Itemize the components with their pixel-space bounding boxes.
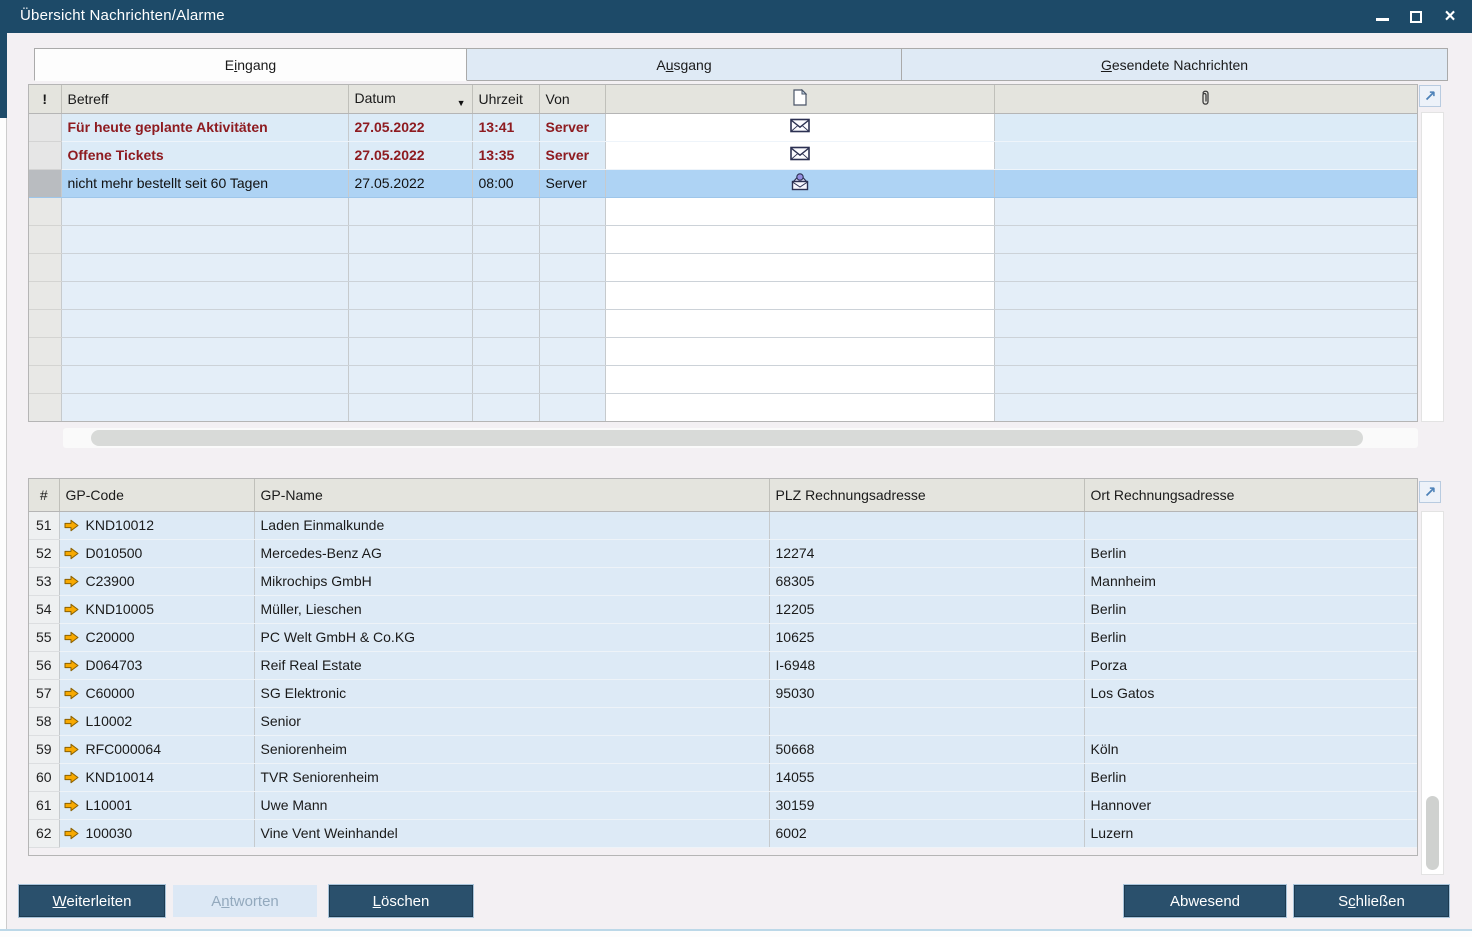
empty-message-row — [29, 365, 1417, 393]
window-title: Übersicht Nachrichten/Alarme — [20, 7, 225, 24]
gp-code-column-header[interactable]: GP-Code — [59, 479, 254, 511]
link-arrow-icon[interactable] — [64, 603, 79, 616]
partner-row[interactable]: 60 KND10014 TVR Seniorenheim 14055 Berli… — [29, 763, 1417, 791]
forward-button[interactable]: Weiterleiten — [19, 885, 165, 917]
close-window-button[interactable]: Schließen — [1294, 885, 1449, 917]
document-icon — [793, 93, 807, 109]
closed-envelope-icon — [790, 120, 810, 136]
message-row-selected[interactable]: nicht mehr bestellt seit 60 Tagen 27.05.… — [29, 169, 1417, 197]
minimize-button[interactable] — [1374, 9, 1390, 25]
subject-column-header[interactable]: Betreff — [61, 85, 348, 113]
priority-column-header[interactable]: ! — [29, 85, 61, 113]
link-arrow-icon[interactable] — [64, 575, 79, 588]
gp-name-column-header[interactable]: GP-Name — [254, 479, 769, 511]
partner-row[interactable]: 61 L10001 Uwe Mann 30159 Hannover — [29, 791, 1417, 819]
attachment-column-header[interactable] — [994, 85, 1417, 113]
from-column-header[interactable]: Von — [539, 85, 605, 113]
partner-row[interactable]: 55 C20000 PC Welt GmbH & Co.KG 10625 Ber… — [29, 623, 1417, 651]
titlebar: Übersicht Nachrichten/Alarme × — [0, 0, 1472, 33]
window-controls: × — [1374, 0, 1458, 33]
message-row[interactable]: Offene Tickets 27.05.2022 13:35 Server — [29, 141, 1417, 169]
row-number-column-header[interactable]: # — [29, 479, 59, 511]
closed-envelope-icon — [790, 148, 810, 164]
link-arrow-icon[interactable] — [64, 743, 79, 756]
empty-message-row — [29, 225, 1417, 253]
document-column-header[interactable] — [605, 85, 994, 113]
partner-row[interactable]: 52 D010500 Mercedes-Benz AG 12274 Berlin — [29, 539, 1417, 567]
window-left-border — [0, 33, 7, 118]
partner-row[interactable]: 53 C23900 Mikrochips GmbH 68305 Mannheim — [29, 567, 1417, 595]
partners-header-row: # GP-Code GP-Name PLZ Rechnungsadresse O… — [29, 479, 1417, 511]
tab-bar: Eingang Ausgang Gesendete Nachrichten — [34, 48, 1448, 81]
paperclip-icon — [1201, 93, 1210, 109]
window-bottom-border — [0, 929, 1472, 937]
delete-button[interactable]: Löschen — [329, 885, 473, 917]
empty-message-row — [29, 337, 1417, 365]
plz-column-header[interactable]: PLZ Rechnungsadresse — [769, 479, 1084, 511]
partners-table: # GP-Code GP-Name PLZ Rechnungsadresse O… — [28, 478, 1418, 856]
horizontal-scrollbar-thumb[interactable] — [91, 430, 1363, 446]
open-envelope-icon — [790, 178, 810, 194]
link-arrow-icon[interactable] — [64, 547, 79, 560]
empty-message-row — [29, 309, 1417, 337]
partner-row[interactable]: 56 D064703 Reif Real Estate I-6948 Porza — [29, 651, 1417, 679]
maximize-button[interactable] — [1408, 9, 1424, 25]
link-arrow-icon[interactable] — [64, 827, 79, 840]
tab-gesendete-nachrichten[interactable]: Gesendete Nachrichten — [902, 48, 1448, 81]
link-arrow-icon[interactable] — [64, 715, 79, 728]
messages-horizontal-scrollbar[interactable] — [63, 428, 1418, 448]
partner-row[interactable]: 54 KND10005 Müller, Lieschen 12205 Berli… — [29, 595, 1417, 623]
expand-partners-table-button[interactable]: ↗ — [1419, 481, 1441, 503]
expand-icon: ↗ — [1424, 87, 1437, 105]
absent-button[interactable]: Abwesend — [1124, 885, 1286, 917]
maximize-icon — [1410, 11, 1422, 23]
tab-ausgang[interactable]: Ausgang — [467, 48, 902, 81]
message-row[interactable]: Für heute geplante Aktivitäten 27.05.202… — [29, 113, 1417, 141]
empty-message-row — [29, 393, 1417, 421]
expand-icon: ↗ — [1424, 483, 1437, 501]
ort-column-header[interactable]: Ort Rechnungsadresse — [1084, 479, 1417, 511]
link-arrow-icon[interactable] — [64, 799, 79, 812]
messages-vertical-scrollbar[interactable] — [1421, 112, 1444, 422]
minimize-icon — [1376, 18, 1389, 21]
reply-button[interactable]: Antworten — [173, 885, 317, 917]
partner-row[interactable]: 51 KND10012 Laden Einmalkunde — [29, 511, 1417, 539]
messages-table: ! Betreff ▼ Datum Uhrzeit Von Für heute — [28, 84, 1418, 422]
link-arrow-icon[interactable] — [64, 687, 79, 700]
messages-header-row: ! Betreff ▼ Datum Uhrzeit Von — [29, 85, 1417, 113]
partners-vertical-scrollbar[interactable] — [1421, 511, 1444, 875]
link-arrow-icon[interactable] — [64, 771, 79, 784]
date-column-header[interactable]: ▼ Datum — [348, 85, 472, 113]
link-arrow-icon[interactable] — [64, 519, 79, 532]
expand-messages-table-button[interactable]: ↗ — [1419, 85, 1441, 107]
empty-message-row — [29, 197, 1417, 225]
vertical-scrollbar-thumb[interactable] — [1426, 796, 1439, 870]
sort-desc-icon: ▼ — [457, 98, 466, 108]
partner-row[interactable]: 57 C60000 SG Elektronic 95030 Los Gatos — [29, 679, 1417, 707]
time-column-header[interactable]: Uhrzeit — [472, 85, 539, 113]
background-window-edge — [0, 118, 7, 930]
partner-row[interactable]: 62 100030 Vine Vent Weinhandel 6002 Luze… — [29, 819, 1417, 847]
close-button[interactable]: × — [1442, 9, 1458, 25]
partner-row[interactable]: 58 L10002 Senior — [29, 707, 1417, 735]
tab-eingang[interactable]: Eingang — [34, 48, 467, 81]
link-arrow-icon[interactable] — [64, 659, 79, 672]
empty-message-row — [29, 253, 1417, 281]
partner-row[interactable]: 59 RFC000064 Seniorenheim 50668 Köln — [29, 735, 1417, 763]
empty-message-row — [29, 281, 1417, 309]
link-arrow-icon[interactable] — [64, 631, 79, 644]
